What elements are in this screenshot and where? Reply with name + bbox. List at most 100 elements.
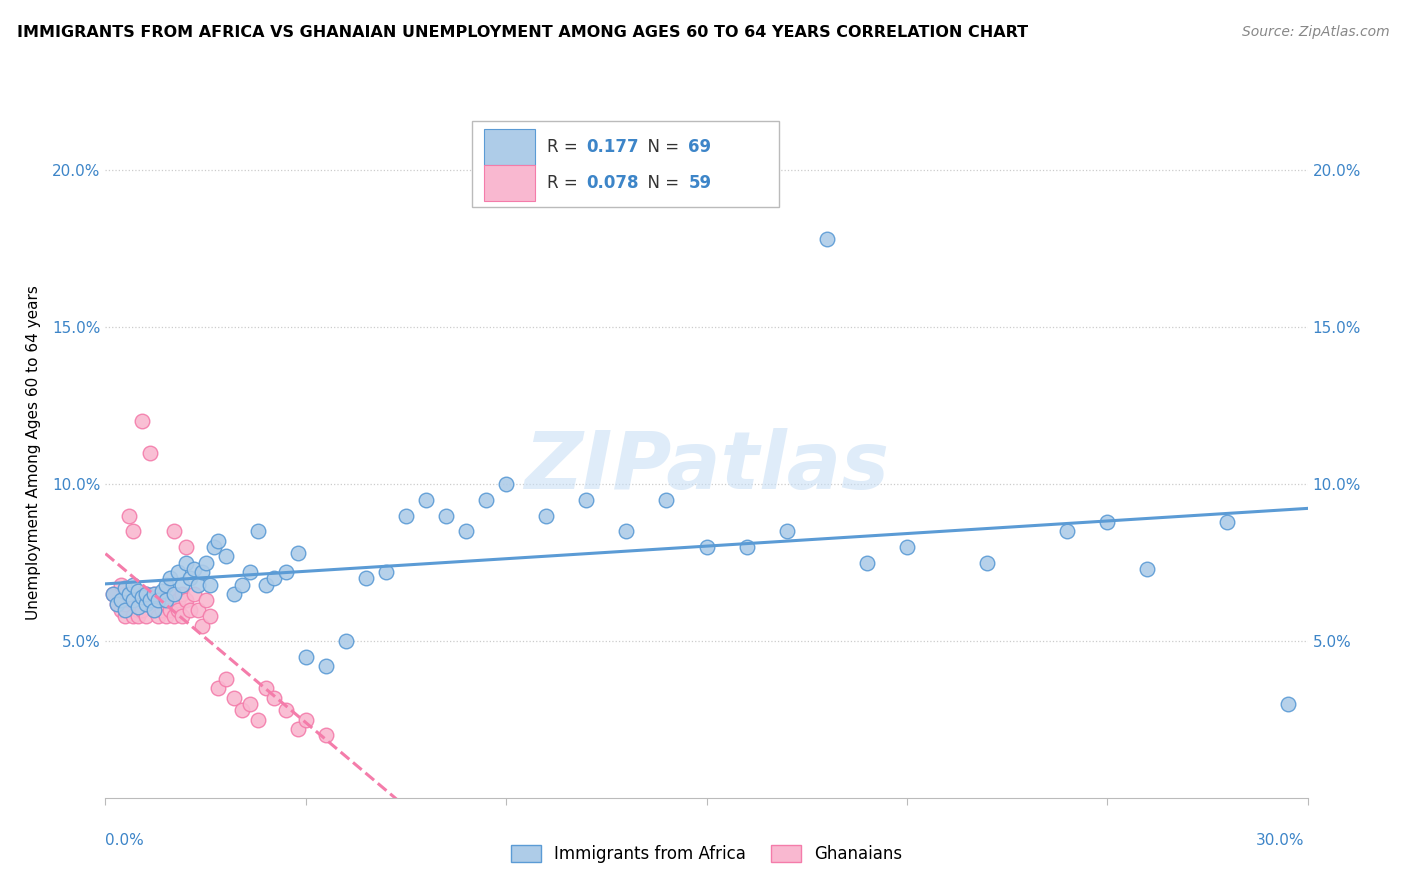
Point xyxy=(655,492,678,507)
Point xyxy=(146,593,169,607)
Point xyxy=(315,729,337,743)
Point xyxy=(155,593,177,607)
Point xyxy=(295,649,318,664)
Point xyxy=(231,703,253,717)
Text: R =: R = xyxy=(547,138,582,156)
Point xyxy=(127,603,149,617)
Point xyxy=(146,593,169,607)
Point xyxy=(159,603,181,617)
Point xyxy=(162,587,184,601)
Point xyxy=(142,587,165,601)
Text: N =: N = xyxy=(637,138,685,156)
Point xyxy=(107,597,129,611)
Point xyxy=(263,690,285,705)
Point xyxy=(295,713,318,727)
Point xyxy=(222,587,245,601)
Point xyxy=(159,571,181,585)
Point xyxy=(142,587,165,601)
Point xyxy=(122,577,145,591)
FancyBboxPatch shape xyxy=(484,129,534,165)
Point xyxy=(575,492,598,507)
Point xyxy=(194,593,217,607)
Text: 69: 69 xyxy=(689,138,711,156)
Point xyxy=(127,587,149,601)
Point xyxy=(475,492,498,507)
Text: 0.177: 0.177 xyxy=(586,138,638,156)
Point xyxy=(187,603,209,617)
Point xyxy=(114,581,136,595)
Point xyxy=(135,587,157,601)
Y-axis label: Unemployment Among Ages 60 to 64 years: Unemployment Among Ages 60 to 64 years xyxy=(27,285,41,620)
Point xyxy=(315,659,337,673)
Point xyxy=(150,583,173,598)
Point xyxy=(146,609,169,624)
Text: IMMIGRANTS FROM AFRICA VS GHANAIAN UNEMPLOYMENT AMONG AGES 60 TO 64 YEARS CORREL: IMMIGRANTS FROM AFRICA VS GHANAIAN UNEMP… xyxy=(17,25,1028,40)
Point xyxy=(131,603,153,617)
Point xyxy=(374,565,398,579)
Point xyxy=(207,681,229,696)
Point xyxy=(198,577,221,591)
Text: 59: 59 xyxy=(689,174,711,192)
Text: R =: R = xyxy=(547,174,582,192)
Point xyxy=(354,571,377,585)
Point xyxy=(415,492,437,507)
Text: 0.078: 0.078 xyxy=(586,174,638,192)
Point xyxy=(110,603,132,617)
Point xyxy=(135,597,157,611)
Point xyxy=(131,414,153,428)
Point xyxy=(118,587,141,601)
Point xyxy=(202,540,225,554)
Point xyxy=(179,571,201,585)
Point xyxy=(263,571,285,585)
Point xyxy=(127,583,149,598)
Point xyxy=(179,603,201,617)
Point xyxy=(454,524,477,539)
Point xyxy=(110,593,132,607)
Point xyxy=(495,477,517,491)
Point xyxy=(254,577,277,591)
Point xyxy=(162,609,184,624)
FancyBboxPatch shape xyxy=(472,120,779,207)
Text: 0.0%: 0.0% xyxy=(105,833,145,847)
Point xyxy=(534,508,557,523)
Point xyxy=(138,593,160,607)
Point xyxy=(155,609,177,624)
Point xyxy=(231,577,253,591)
Point xyxy=(1216,515,1239,529)
Point xyxy=(1056,524,1078,539)
Text: Source: ZipAtlas.com: Source: ZipAtlas.com xyxy=(1241,25,1389,39)
Point xyxy=(166,593,188,607)
Text: ZIPatlas: ZIPatlas xyxy=(524,427,889,506)
Point xyxy=(135,597,157,611)
Point xyxy=(696,540,718,554)
Point xyxy=(138,593,160,607)
Point xyxy=(155,577,177,591)
Point xyxy=(735,540,758,554)
Point xyxy=(976,556,998,570)
Point xyxy=(1097,515,1119,529)
Point xyxy=(207,533,229,548)
Point xyxy=(815,232,838,246)
Point xyxy=(110,577,132,591)
Point xyxy=(131,593,153,607)
Point xyxy=(135,587,157,601)
Point xyxy=(174,556,197,570)
Point xyxy=(166,603,188,617)
Point xyxy=(122,593,145,607)
Point xyxy=(135,609,157,624)
Point xyxy=(855,556,877,570)
Point xyxy=(616,524,638,539)
Point xyxy=(1136,562,1159,576)
Point xyxy=(194,556,217,570)
Point xyxy=(183,587,205,601)
Point xyxy=(274,565,297,579)
Point xyxy=(198,609,221,624)
Point xyxy=(434,508,457,523)
Point xyxy=(222,690,245,705)
Point xyxy=(142,603,165,617)
Point xyxy=(155,593,177,607)
Point xyxy=(114,597,136,611)
Point xyxy=(103,587,125,601)
Point xyxy=(239,565,262,579)
Legend: Immigrants from Africa, Ghanaians: Immigrants from Africa, Ghanaians xyxy=(503,838,910,870)
